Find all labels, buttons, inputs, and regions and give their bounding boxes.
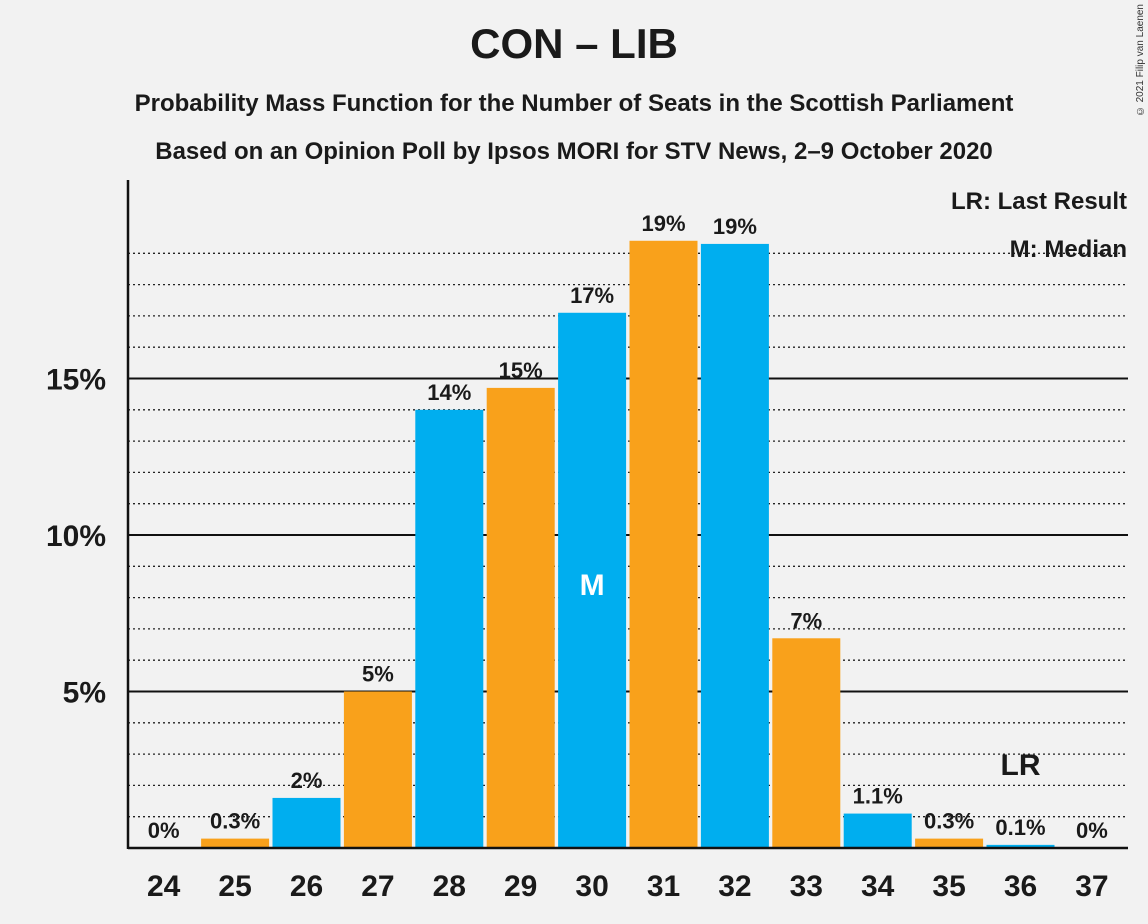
markers-group: M LR bbox=[580, 569, 1041, 782]
bar-28 bbox=[415, 409, 484, 848]
bar-32 bbox=[700, 243, 769, 848]
bar-35 bbox=[915, 838, 984, 848]
x-tick-label: 27 bbox=[361, 870, 394, 903]
x-tick-label: 29 bbox=[504, 870, 537, 903]
chart-subtitle: Probability Mass Function for the Number… bbox=[134, 90, 1014, 117]
median-marker: M bbox=[580, 569, 605, 602]
bar-value-label: 15% bbox=[499, 358, 543, 383]
bar-36 bbox=[986, 844, 1055, 848]
bar-value-label: 1.1% bbox=[853, 784, 903, 809]
bar-value-label: 5% bbox=[362, 662, 394, 687]
bar-value-label: 19% bbox=[641, 211, 685, 236]
bar-value-label: 17% bbox=[570, 283, 614, 308]
bar-30 bbox=[558, 312, 627, 848]
legend: LR: Last Result M: Median bbox=[951, 188, 1127, 263]
grid-lines bbox=[128, 252, 1128, 818]
x-tick-label: 30 bbox=[575, 870, 608, 903]
last-result-marker: LR bbox=[1001, 749, 1041, 782]
x-tick-label: 28 bbox=[433, 870, 466, 903]
bar-27 bbox=[343, 691, 412, 848]
x-tick-label: 34 bbox=[861, 870, 895, 903]
bar-value-label: 0.1% bbox=[995, 815, 1045, 840]
x-tick-label: 32 bbox=[718, 870, 751, 903]
bar-value-label: 0.3% bbox=[210, 809, 260, 834]
bar-34 bbox=[843, 813, 912, 848]
x-tick-label: 31 bbox=[647, 870, 680, 903]
x-tick-label: 37 bbox=[1075, 870, 1108, 903]
bar-value-label: 7% bbox=[790, 608, 822, 633]
chart-title: CON – LIB bbox=[470, 20, 678, 67]
bars-group bbox=[201, 240, 1055, 848]
bar-33 bbox=[772, 638, 841, 848]
y-tick-label: 10% bbox=[46, 520, 106, 553]
bar-31 bbox=[629, 240, 698, 848]
legend-entry: M: Median bbox=[1010, 236, 1127, 263]
x-tick-label: 26 bbox=[290, 870, 323, 903]
bar-labels-group: 0% 24 0.3% 25 2% 26 5% 27 14% 28 15% 29 17% 30 19% 31 19… bbox=[46, 211, 1109, 903]
chart-subtitle-2: Based on an Opinion Poll by Ipsos MORI f… bbox=[155, 138, 993, 165]
legend-entry: LR: Last Result bbox=[951, 188, 1127, 215]
y-tick-label: 5% bbox=[63, 677, 106, 710]
bar-25 bbox=[201, 838, 270, 848]
bar-26 bbox=[272, 797, 341, 848]
bar-value-label: 14% bbox=[427, 380, 471, 405]
bar-value-label: 0.3% bbox=[924, 809, 974, 834]
x-tick-label: 35 bbox=[932, 870, 965, 903]
x-tick-label: 25 bbox=[218, 870, 251, 903]
x-tick-label: 24 bbox=[147, 870, 181, 903]
x-tick-label: 36 bbox=[1004, 870, 1037, 903]
bar-value-label: 0% bbox=[1076, 818, 1108, 843]
y-tick-label: 15% bbox=[46, 364, 106, 397]
axes-group bbox=[126, 180, 1128, 850]
x-tick-label: 33 bbox=[790, 870, 823, 903]
bar-value-label: 19% bbox=[713, 214, 757, 239]
bar-29 bbox=[486, 387, 555, 848]
bar-value-label: 0% bbox=[148, 818, 180, 843]
bar-value-label: 2% bbox=[291, 768, 323, 793]
